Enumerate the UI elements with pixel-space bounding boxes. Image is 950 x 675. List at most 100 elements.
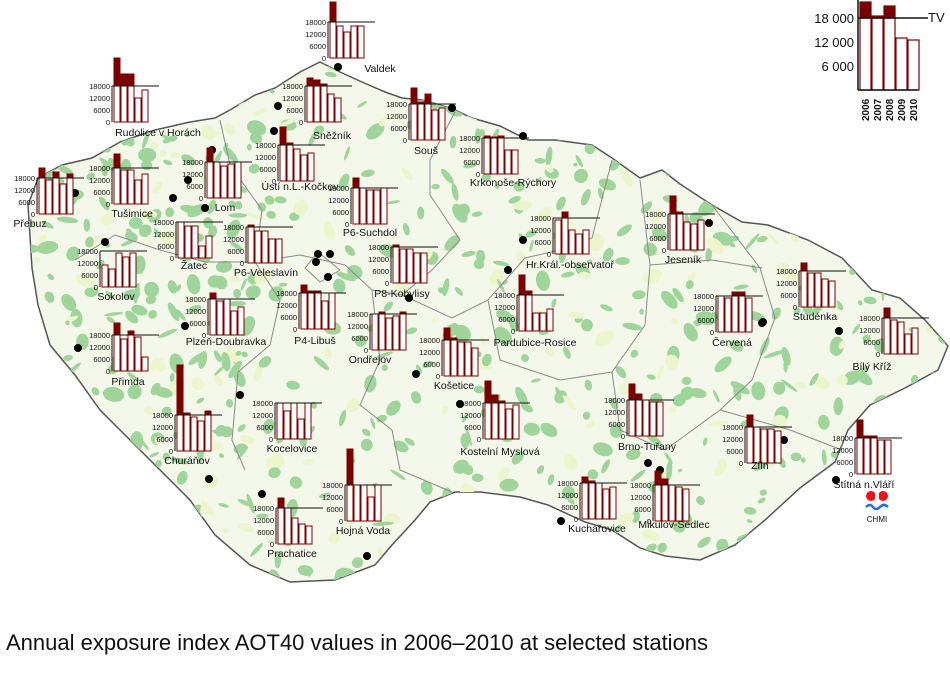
forest-patch: [768, 233, 778, 245]
bar-kucharovice-2009: [602, 488, 610, 520]
forest-patch: [55, 392, 62, 399]
forest-patch: [344, 146, 350, 161]
forest-patch: [130, 524, 142, 540]
bar-exceed-sous-2006: [410, 87, 418, 105]
forest-patch: [936, 545, 948, 558]
forest-patch: [219, 527, 230, 533]
forest-patch: [144, 214, 155, 221]
forest-patch: [162, 136, 173, 144]
forest-patch: [630, 349, 639, 358]
forest-patch: [926, 327, 933, 335]
station-label-p6-veleslavin: P6-Veleslavín: [234, 267, 298, 279]
forest-patch: [494, 184, 500, 190]
station-chart-pardubice-rosice: 6000 12000 18000 0: [494, 274, 564, 336]
forest-patch: [50, 71, 69, 87]
bar-sous-2008: [424, 103, 432, 141]
forest-patch: [489, 268, 504, 286]
bar-sneznik-2007: [313, 85, 321, 123]
forest-patch: [50, 442, 61, 451]
bar-kostelni-myslova-2007: [491, 402, 499, 440]
forest-patch: [138, 147, 157, 163]
station-chart-sous: 6000 12000 18000 0: [386, 87, 456, 145]
forest-patch: [805, 70, 817, 82]
forest-patch: [674, 151, 682, 163]
forest-patch: [834, 145, 852, 163]
tick-zlin-0: 0: [739, 459, 743, 468]
tick-zlin-18000: 18000: [722, 423, 743, 432]
forest-patch: [902, 225, 915, 236]
forest-patch: [930, 394, 943, 410]
bar-exceed-sneznik-2006: [306, 77, 314, 87]
forest-patch: [176, 284, 182, 292]
forest-patch: [818, 480, 823, 487]
bar-exceed-lom-2006: [206, 147, 214, 163]
tick-rudolice-v-horach-12000: 12000: [89, 94, 110, 103]
forest-patch: [148, 310, 158, 319]
forest-patch: [402, 557, 415, 573]
forest-patch: [870, 246, 878, 257]
bar-cervena-2010: [745, 297, 753, 333]
forest-patch: [423, 563, 436, 582]
forest-patch: [573, 119, 585, 133]
station-label-hr-kral-observator: Hr.Král.-observatoř: [526, 259, 615, 271]
bar-bily-kriz-2008: [897, 321, 905, 355]
station-chart-p6-veleslavin: 6000 12000 18000 0: [223, 223, 293, 268]
forest-patch: [722, 84, 734, 95]
forest-patch: [237, 499, 252, 507]
tick-primda-12000: 12000: [89, 343, 110, 352]
forest-patch: [46, 387, 61, 406]
forest-patch: [832, 555, 841, 570]
tick-studenka-0: 0: [793, 303, 797, 312]
forest-patch: [245, 285, 261, 299]
bar-rudolice-v-horach-2008: [127, 85, 135, 123]
bar-sokolov-2007: [108, 268, 116, 288]
bar-brno-turany-2009: [649, 401, 657, 437]
forest-patch: [771, 521, 783, 542]
forest-patch: [393, 440, 409, 453]
forest-patch: [386, 400, 401, 416]
station-chart-prebuz: 6000 12000 18000 0: [14, 167, 84, 219]
forest-patch: [756, 83, 765, 89]
forest-patch: [461, 413, 469, 423]
forest-patch: [929, 162, 942, 180]
aot40-map: 6000 12000 18000 0 Valdek 6000 12000 18000 0 Rudo…: [13, 0, 949, 583]
station-label-mikulov-sedlec: Mikulov-Sedlec: [638, 519, 709, 531]
forest-patch: [762, 159, 778, 170]
station-dot-jesenik: [705, 219, 713, 227]
bar-kosetice-2010: [471, 347, 479, 377]
station-dot-prachatice: [258, 490, 266, 498]
tick-lom-6000: 6000: [186, 182, 203, 191]
bar-exceed-churanov-2006: [176, 364, 184, 416]
forest-patch: [313, 356, 330, 371]
forest-patch: [165, 207, 175, 218]
station-label-zlin: Zlín: [751, 460, 769, 472]
forest-patch: [133, 511, 148, 525]
forest-patch: [264, 195, 275, 205]
forest-patch: [157, 328, 178, 338]
forest-patch: [268, 467, 281, 479]
station-chart-brno-turany: 6000 12000 18000 0: [604, 383, 674, 441]
bar-bily-kriz-2010: [911, 327, 919, 355]
forest-patch: [798, 493, 813, 507]
forest-patch: [182, 332, 187, 336]
bar-p4-libus-2009: [321, 300, 329, 330]
forest-patch: [775, 262, 790, 276]
tick-stitna-n-vlari-6000: 6000: [836, 458, 853, 467]
bar-rudolice-v-horach-2009: [134, 97, 142, 123]
forest-patch: [465, 428, 472, 446]
station-label-hojna-voda: Hojná Voda: [336, 525, 390, 537]
bar-brno-turany-2007: [635, 399, 643, 437]
forest-patch: [516, 250, 526, 267]
forest-patch: [28, 313, 31, 319]
forest-patch: [725, 68, 738, 79]
tick-sous-6000: 6000: [390, 124, 407, 133]
forest-patch: [28, 244, 39, 254]
station-chart-kucharovice: 6000 12000 18000 0: [557, 476, 627, 524]
tick-plzen-doubravka-18000: 18000: [185, 295, 206, 304]
tick-hr-kral-observator-0: 0: [547, 250, 551, 259]
forest-patch: [938, 247, 948, 261]
station-dot-hr-kral-observator: [519, 236, 527, 244]
forest-patch: [449, 135, 457, 149]
tick-p6-suchdol-18000: 18000: [328, 184, 349, 193]
forest-patch: [308, 132, 317, 147]
